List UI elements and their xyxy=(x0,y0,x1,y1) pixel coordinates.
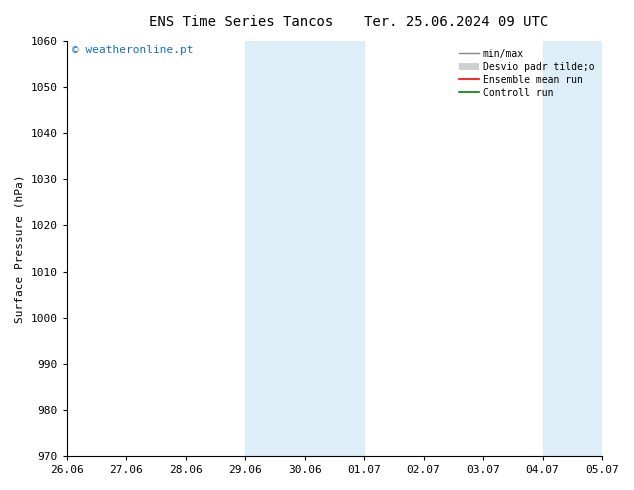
Bar xyxy=(245,41,364,456)
Legend: min/max, Desvio padr tilde;o, Ensemble mean run, Controll run: min/max, Desvio padr tilde;o, Ensemble m… xyxy=(456,46,597,100)
Y-axis label: Surface Pressure (hPa): Surface Pressure (hPa) xyxy=(15,174,25,323)
Text: ENS Time Series Tancos: ENS Time Series Tancos xyxy=(149,15,333,29)
Text: Ter. 25.06.2024 09 UTC: Ter. 25.06.2024 09 UTC xyxy=(365,15,548,29)
Bar xyxy=(543,41,602,456)
Text: © weatheronline.pt: © weatheronline.pt xyxy=(72,45,193,55)
